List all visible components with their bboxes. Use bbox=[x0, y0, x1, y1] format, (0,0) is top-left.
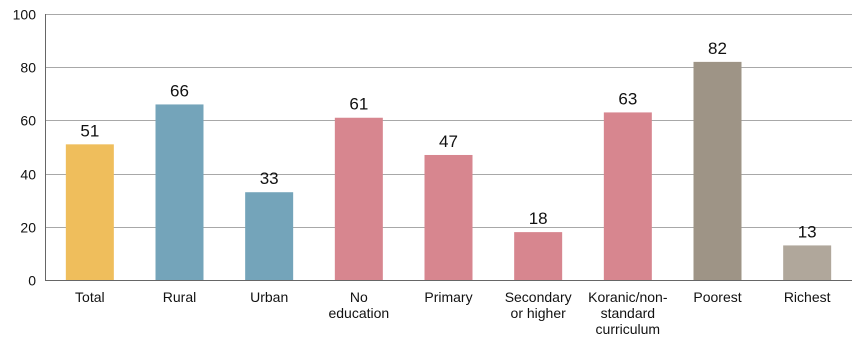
y-tick-label: 60 bbox=[20, 113, 36, 129]
y-tick-label: 20 bbox=[20, 220, 36, 236]
data-label: 61 bbox=[349, 95, 368, 114]
bars bbox=[65, 61, 832, 281]
category-label: No education bbox=[328, 289, 389, 321]
bar bbox=[424, 154, 473, 280]
bar bbox=[65, 144, 114, 280]
data-label: 47 bbox=[439, 132, 458, 151]
data-label: 82 bbox=[708, 39, 727, 58]
data-label: 13 bbox=[798, 222, 817, 241]
category-labels: Total Rural Urban No education Primary Seconda… bbox=[75, 289, 831, 337]
category-label: Secondary or higher bbox=[505, 289, 572, 321]
category-label: Richest bbox=[784, 289, 831, 305]
bar bbox=[603, 112, 652, 280]
category-label: Total bbox=[75, 289, 105, 305]
data-label: 63 bbox=[618, 89, 637, 108]
bar bbox=[693, 61, 742, 280]
category-label: Poorest bbox=[693, 289, 741, 305]
category-label: Primary bbox=[424, 289, 472, 305]
bar bbox=[514, 232, 563, 280]
bar bbox=[245, 192, 294, 280]
y-tick-label: 80 bbox=[20, 60, 36, 76]
data-label: 33 bbox=[260, 169, 279, 188]
data-label: 66 bbox=[170, 81, 189, 100]
data-label: 51 bbox=[80, 121, 99, 140]
y-tick-label: 40 bbox=[20, 167, 36, 183]
y-tick-label: 100 bbox=[13, 7, 37, 23]
bar bbox=[155, 104, 204, 280]
bar bbox=[334, 117, 383, 281]
category-label: Rural bbox=[163, 289, 196, 305]
bar bbox=[783, 245, 832, 280]
data-labels: 51 66 33 61 47 18 63 82 13 bbox=[80, 39, 816, 242]
category-label: Koranic/non-standard curriculum bbox=[588, 289, 668, 337]
y-axis: 0 20 40 60 80 100 bbox=[13, 7, 46, 289]
category-label: Urban bbox=[250, 289, 288, 305]
y-tick-label: 0 bbox=[28, 273, 36, 289]
data-label: 18 bbox=[529, 209, 548, 228]
